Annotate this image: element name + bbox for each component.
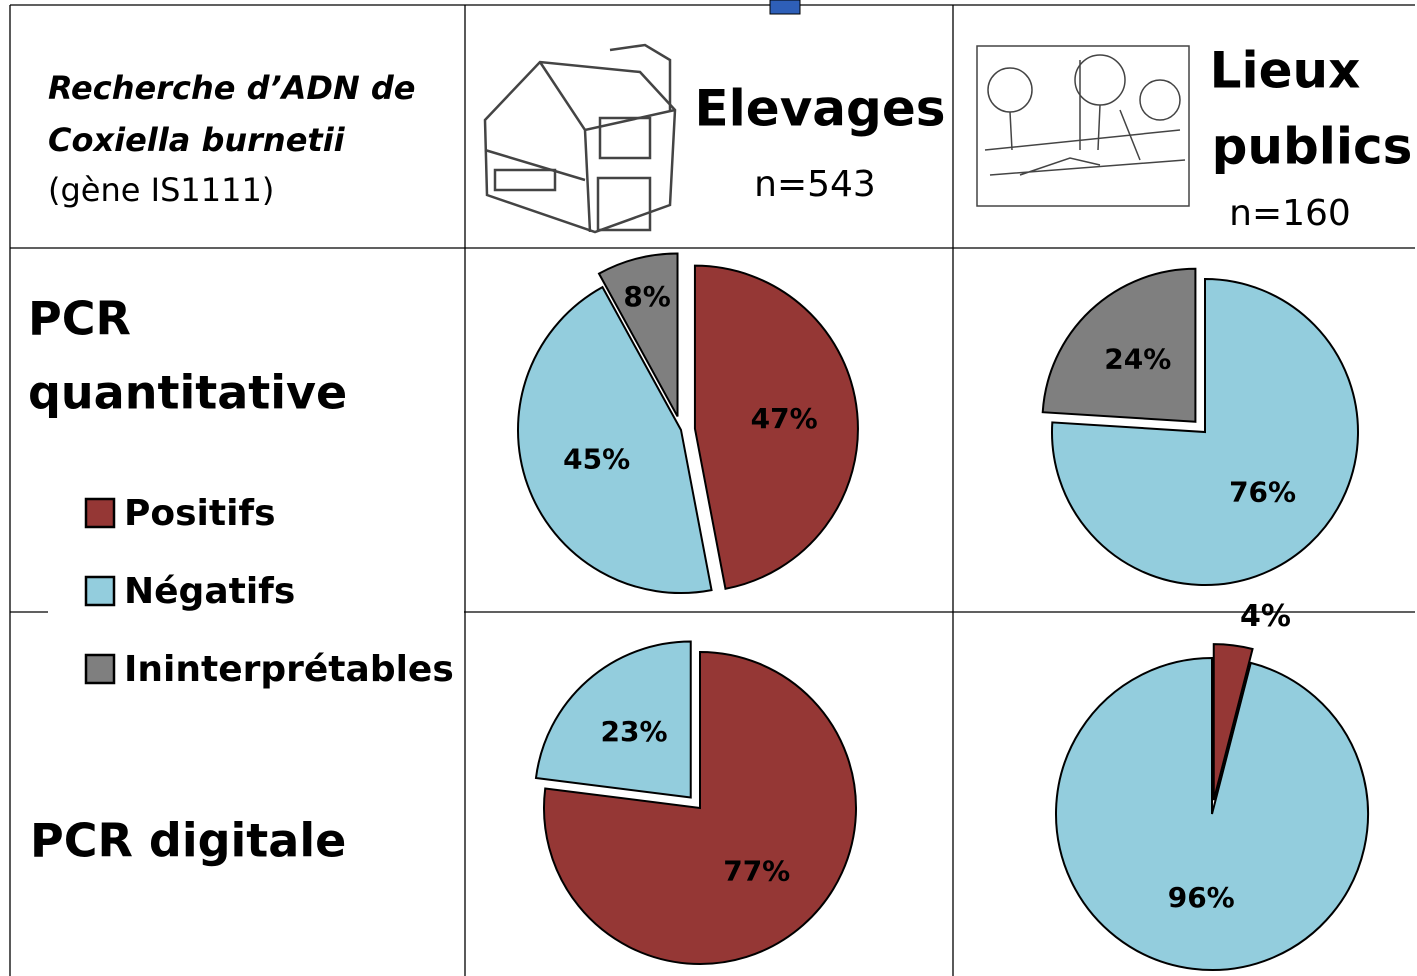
pie-label: 45% [563,442,630,475]
pie: 47% 45% 8% [518,253,858,593]
park-icon [977,46,1189,206]
pie-label: 8% [623,280,671,313]
pie: 76% 24% [1043,269,1358,585]
legend-swatch [86,577,114,605]
description-line: (gène IS1111) [48,171,274,209]
pie-slice [518,287,712,593]
column-n: n=543 [754,164,876,205]
column-title: publics [1212,118,1413,176]
pie-label: 76% [1229,475,1296,508]
column-title: Lieux [1210,42,1361,100]
legend-swatch [86,499,114,527]
pie: 4% 96% [1056,599,1368,970]
pie-label: 47% [751,402,818,435]
row-label: PCR [28,292,131,346]
pie-slice [1056,658,1368,970]
column-title: Elevages [694,80,945,138]
barn-icon [485,45,675,232]
legend-label: Ininterprétables [124,649,454,690]
pie-label: 23% [600,715,667,748]
page: Recherche d’ADN de Coxiella burnetii (gè… [0,0,1417,976]
marker [770,0,800,14]
legend-label: Négatifs [124,571,295,612]
pie-label: 24% [1104,342,1171,375]
pie: 77% 23% [536,641,856,964]
legend-swatch [86,655,114,683]
description: Recherche d’ADN de Coxiella burnetii [48,69,416,159]
description-line: Recherche d’ADN de [48,69,416,107]
row-label: PCR digitale [30,814,346,868]
row-label: quantitative [28,366,347,420]
pie-label: 96% [1168,881,1235,914]
legend-label: Positifs [124,493,276,534]
column-n: n=160 [1229,193,1351,234]
pie-label: 4% [1240,599,1291,634]
description-line: Coxiella burnetii [48,121,346,159]
pie-label: 77% [723,854,790,887]
